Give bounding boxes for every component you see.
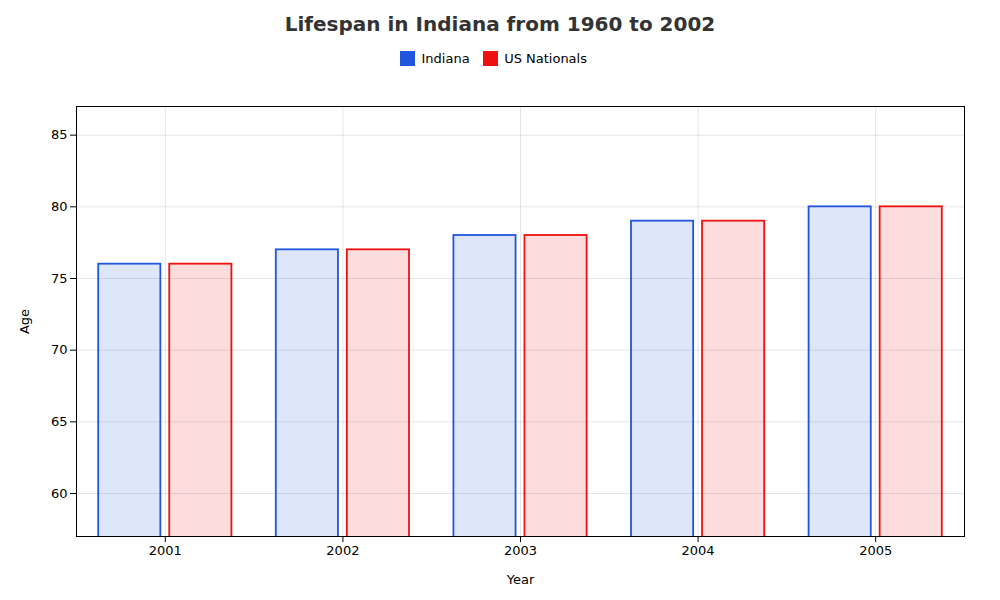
html-text:Lifespan in Indiana from 1960: Lifespan in Indiana from 1960 to 2002 (284, 12, 716, 36)
svg-text:85: 85 (51, 127, 68, 142)
svg-text:75: 75 (51, 270, 68, 285)
svg-text:Year: Year (506, 571, 535, 586)
svg-text:65: 65 (51, 413, 68, 428)
svg-text:Age: Age (17, 308, 32, 333)
svg-text:2002: 2002 (326, 542, 359, 557)
html-text:Indiana: Indiana (421, 51, 470, 66)
svg-text:2001: 2001 (149, 542, 182, 557)
svg-text:70: 70 (51, 342, 68, 357)
html-text:US Nationals: US Nationals (504, 51, 587, 66)
svg-text:80: 80 (51, 198, 68, 213)
svg-text:60: 60 (51, 485, 68, 500)
svg-text:2005: 2005 (859, 542, 892, 557)
svg-text:2004: 2004 (682, 542, 715, 557)
svg-text:2003: 2003 (504, 542, 537, 557)
